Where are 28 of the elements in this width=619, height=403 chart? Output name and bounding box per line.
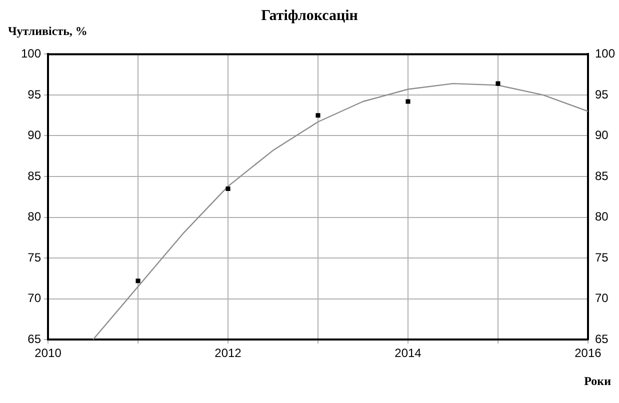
x-tick-label: 2014 [394, 346, 422, 360]
point [226, 186, 230, 192]
y-tick-label: 70 [28, 291, 42, 306]
x-tick-label: 2012 [214, 346, 242, 360]
y2-tick-label: 65 [594, 332, 609, 346]
y2-tick-label: 80 [594, 210, 609, 224]
y-tick-label: 100 [20, 46, 42, 61]
x-tick-label: 2010 [34, 346, 62, 360]
y-tick-label: 75 [28, 250, 42, 264]
x-tick-label: 2016 [574, 346, 602, 360]
y2-tick-label: 90 [594, 128, 609, 142]
point [496, 81, 500, 86]
point [316, 113, 320, 118]
x-axis-title: Роки [584, 374, 611, 389]
y-tick-label: 95 [28, 87, 42, 102]
y-tick-label: 90 [28, 128, 42, 142]
y2-tick-label: 75 [594, 250, 609, 264]
y-axis-title: Чутливість, % [8, 24, 88, 39]
point [136, 278, 140, 284]
chart-title: Гатіфлоксацін [260, 8, 359, 25]
y2-tick-label: 100 [594, 46, 616, 61]
y-tick-label: 80 [28, 210, 42, 224]
y2-tick-label: 70 [594, 291, 609, 306]
y-tick-label: 65 [28, 332, 42, 346]
y-tick-label: 85 [28, 168, 42, 183]
y2-tick-label: 95 [594, 87, 609, 102]
y2-tick-label: 85 [594, 168, 609, 183]
point [406, 99, 410, 104]
